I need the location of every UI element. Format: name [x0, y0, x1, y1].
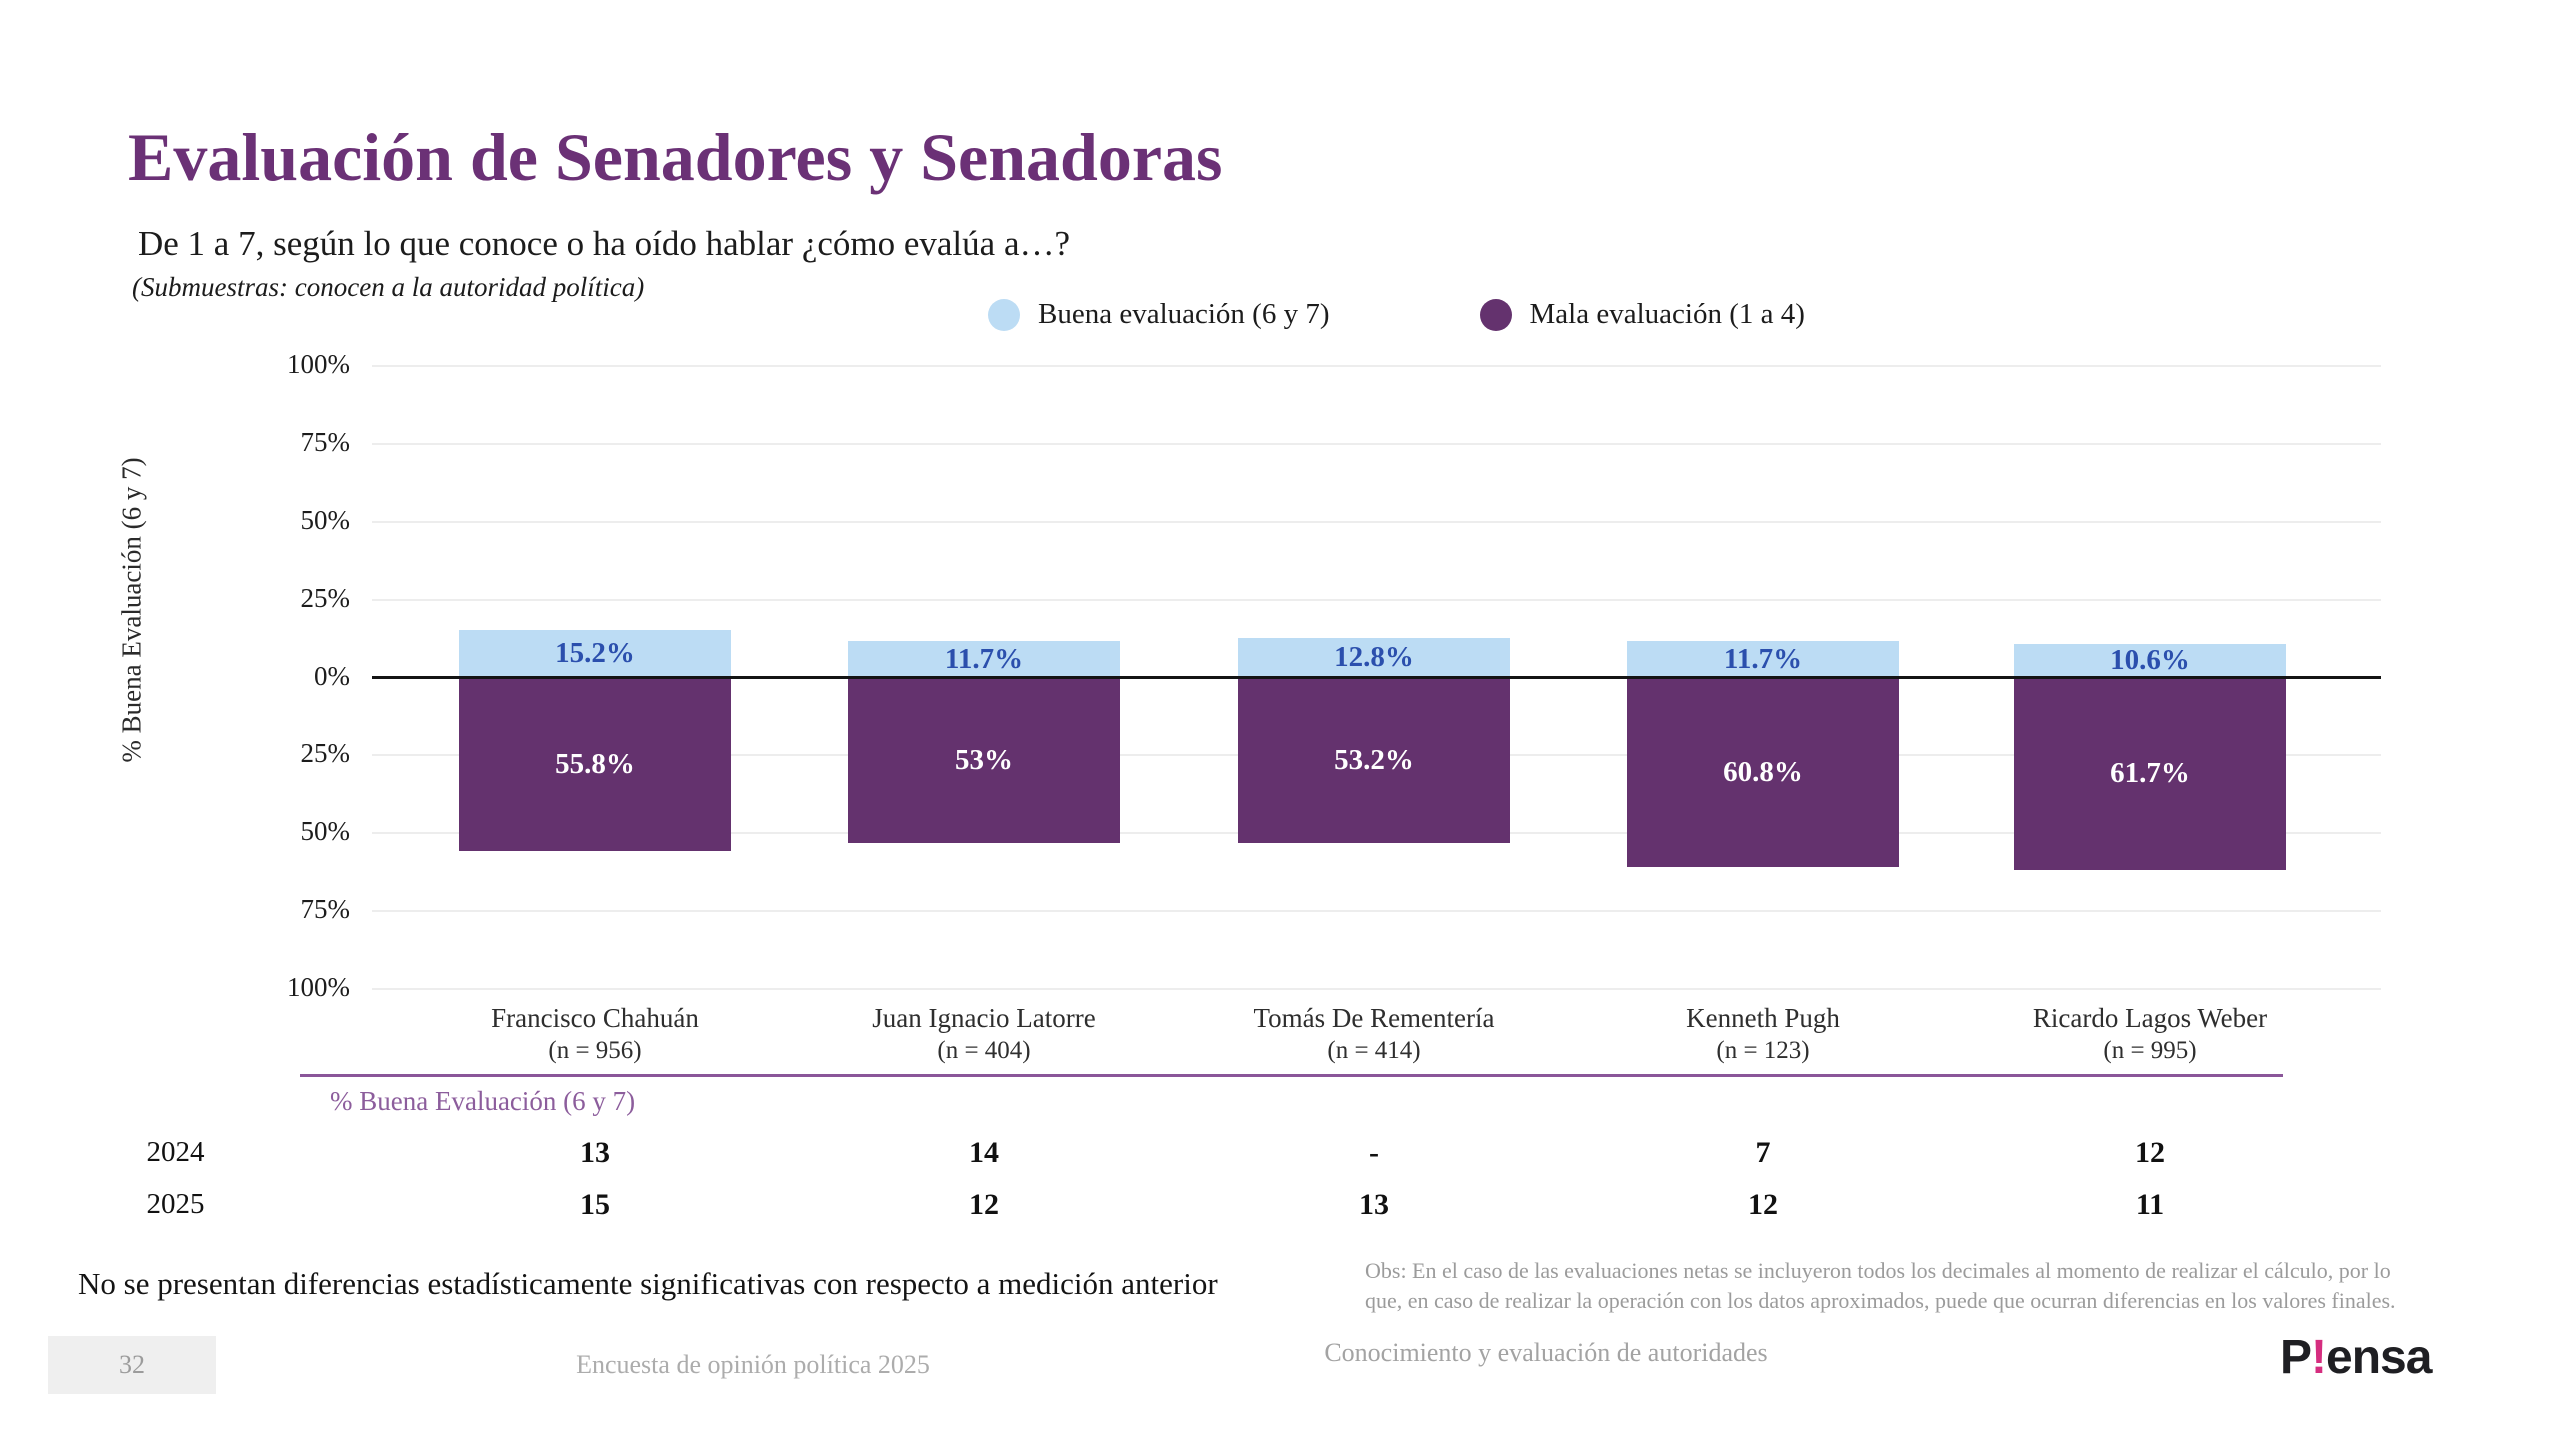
y-tick-label: 0%	[314, 660, 350, 691]
history-table-header: % Buena Evaluación (6 y 7)	[330, 1086, 636, 1116]
category-label: Kenneth Pugh (n = 123)	[1573, 1002, 1953, 1066]
category-name: Tomás De Rementería	[1253, 1003, 1495, 1033]
table-top-rule	[300, 1074, 2283, 1077]
legend-dot-mala-icon	[1479, 298, 1512, 331]
gridline	[372, 442, 2381, 445]
category-sample-size: (n = 956)	[548, 1037, 642, 1064]
gridline	[372, 365, 2381, 367]
y-tick-label: 50%	[300, 816, 351, 847]
y-tick-label: 75%	[300, 894, 351, 925]
good-bar-segment: 12.8%	[1238, 637, 1510, 678]
category-label: Francisco Chahuán (n = 956)	[405, 1002, 785, 1066]
page-number: 32	[119, 1350, 145, 1379]
zero-baseline	[372, 676, 2381, 679]
category-name: Francisco Chahuán	[491, 1003, 699, 1033]
y-tick-label: 100%	[287, 972, 350, 1002]
bad-bar-segment: 55.8%	[459, 677, 731, 852]
good-bar-segment: 11.7%	[1627, 641, 1899, 678]
history-cell-value: 7	[1755, 1136, 1771, 1169]
gridline	[372, 520, 2381, 523]
footer-section-title: Conocimiento y evaluación de autoridades	[1324, 1338, 1768, 1367]
page-number-box: 32	[48, 1336, 216, 1394]
bad-bar-value-label: 61.7%	[2110, 757, 2190, 790]
history-cell-value: -	[1369, 1136, 1379, 1169]
history-cell-value: 13	[580, 1136, 610, 1169]
obs-note: Obs: En el caso de las evaluaciones neta…	[1365, 1256, 2465, 1316]
y-axis-title: % Buena Evaluación (6 y 7)	[116, 457, 147, 763]
page-title: Evaluación de Senadores y Senadoras	[128, 119, 1223, 195]
bad-bar-segment: 53%	[848, 677, 1120, 843]
legend-label-buena: Buena evaluación (6 y 7)	[1038, 298, 1330, 330]
logo-prefix: P	[2280, 1331, 2312, 1384]
category-label: Ricardo Lagos Weber (n = 995)	[1960, 1002, 2340, 1066]
bar-group: 10.6% 61.7%	[2014, 366, 2286, 989]
significance-note: No se presentan diferencias estadísticam…	[78, 1266, 1218, 1301]
bar-group: 11.7% 60.8%	[1627, 366, 1899, 989]
good-bar-value-label: 10.6%	[2110, 644, 2190, 677]
history-year-label: 2024	[146, 1136, 205, 1168]
chart-legend: Buena evaluación (6 y 7) Mala evaluación…	[988, 298, 1805, 331]
category-sample-size: (n = 995)	[2103, 1037, 2197, 1064]
logo-suffix: ensa	[2326, 1331, 2432, 1384]
y-tick-label: 50%	[300, 504, 351, 535]
good-bar-value-label: 11.7%	[944, 642, 1024, 675]
y-tick-label: 100%	[287, 349, 350, 379]
bar-group: 15.2% 55.8%	[459, 366, 731, 989]
bad-bar-value-label: 55.8%	[555, 747, 635, 780]
gridline	[372, 988, 2381, 990]
category-sample-size: (n = 123)	[1716, 1037, 1810, 1064]
footer-survey-title: Encuesta de opinión política 2025	[576, 1350, 930, 1379]
category-sample-size: (n = 404)	[937, 1037, 1031, 1064]
bad-bar-value-label: 53.2%	[1334, 743, 1414, 776]
category-label: Juan Ignacio Latorre (n = 404)	[794, 1002, 1174, 1066]
category-sample-size: (n = 414)	[1327, 1037, 1421, 1064]
subsample-note: (Submuestras: conocen a la autoridad pol…	[132, 272, 645, 302]
category-name: Kenneth Pugh	[1686, 1003, 1840, 1033]
bar-group: 11.7% 53%	[848, 366, 1120, 989]
legend-item-mala: Mala evaluación (1 a 4)	[1479, 298, 1805, 331]
legend-dot-buena-icon	[988, 298, 1020, 331]
bad-bar-segment: 53.2%	[1238, 677, 1510, 844]
good-bar-value-label: 11.7%	[1723, 642, 1803, 675]
good-bar-segment: 11.7%	[848, 641, 1120, 678]
gridline	[372, 910, 2381, 913]
gridline	[372, 598, 2381, 601]
question-subtitle: De 1 a 7, según lo que conoce o ha oído …	[138, 224, 1071, 263]
bad-bar-segment: 60.8%	[1627, 677, 1899, 867]
y-tick-label: 25%	[300, 738, 351, 769]
bar-group: 12.8% 53.2%	[1238, 366, 1510, 989]
y-tick-label: 25%	[300, 582, 351, 613]
bad-bar-segment: 61.7%	[2014, 677, 2286, 870]
good-bar-segment: 10.6%	[2014, 644, 2286, 678]
bad-bar-value-label: 53%	[955, 743, 1013, 776]
history-cell-value: 13	[1359, 1188, 1389, 1221]
history-cell-value: 12	[969, 1188, 999, 1221]
category-name: Ricardo Lagos Weber	[2032, 1003, 2268, 1033]
history-cell-value: 15	[580, 1188, 610, 1221]
chart-plot-area: 15.2% 55.8% 11.7% 53% 12.8% 53.2% 11.7% 60.8% 10…	[372, 365, 2381, 990]
good-bar-value-label: 12.8%	[1334, 641, 1414, 674]
piensa-logo: P!ensa	[2280, 1330, 2432, 1385]
category-name: Juan Ignacio Latorre	[872, 1003, 1096, 1033]
y-tick-label: 75%	[300, 426, 351, 457]
history-cell-value: 12	[2135, 1136, 2165, 1169]
obs-note-line2: que, en caso de realizar la operación co…	[1365, 1288, 2396, 1313]
history-cell-value: 14	[969, 1136, 999, 1169]
good-bar-segment: 15.2%	[459, 630, 731, 678]
history-cell-value: 11	[2135, 1188, 2165, 1221]
bad-bar-value-label: 60.8%	[1723, 755, 1803, 788]
history-year-label: 2025	[146, 1188, 205, 1220]
history-cell-value: 12	[1748, 1188, 1778, 1221]
legend-item-buena: Buena evaluación (6 y 7)	[988, 298, 1330, 331]
logo-exclamation-icon: !	[2311, 1331, 2327, 1384]
legend-label-mala: Mala evaluación (1 a 4)	[1529, 298, 1805, 330]
obs-note-line1: Obs: En el caso de las evaluaciones neta…	[1365, 1258, 2391, 1283]
good-bar-value-label: 15.2%	[555, 637, 635, 670]
category-label: Tomás De Rementería (n = 414)	[1184, 1002, 1564, 1066]
